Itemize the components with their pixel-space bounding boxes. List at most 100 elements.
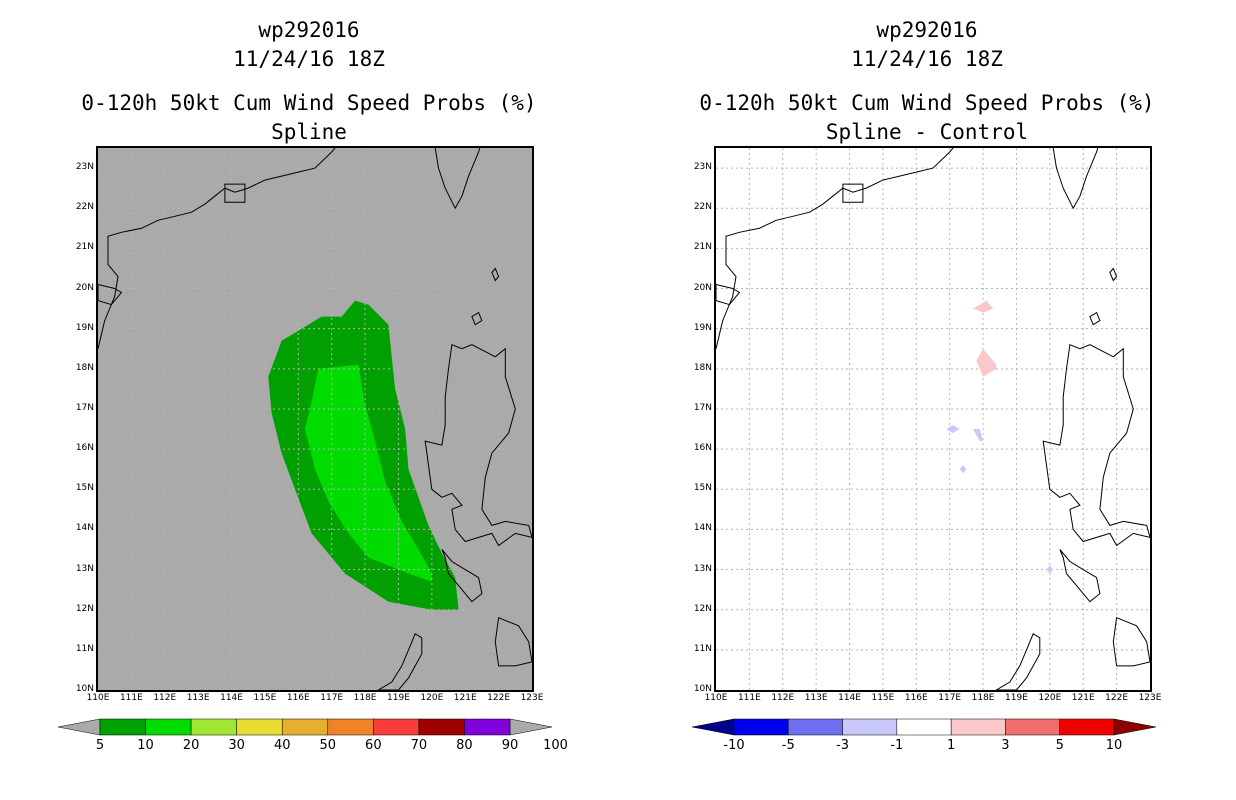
lon-tick-label: 122E <box>1105 693 1129 703</box>
coastline-luzon <box>1042 343 1150 547</box>
coastline-hainan-north-tip <box>716 283 741 306</box>
lon-tick-label: 121E <box>453 693 477 703</box>
colorbar-difference: -10 -5 -3 -1 1 3 5 10 <box>674 716 1174 756</box>
lat-tick-label: 17N <box>693 402 712 413</box>
lon-tick-label: 123E <box>1138 693 1162 703</box>
lat-tick-label: 14N <box>75 523 94 534</box>
colorbar-label: 40 <box>273 738 291 753</box>
map-spline-minus-control <box>714 146 1152 692</box>
lat-tick-label: 18N <box>75 362 94 373</box>
colorbar-label: 60 <box>365 738 382 753</box>
lon-tick-label: 118E <box>971 693 995 703</box>
lat-tick-label: 22N <box>693 202 712 213</box>
lon-tick-label: 114E <box>220 693 243 703</box>
colorbar-label: 80 <box>456 738 473 753</box>
coastline-babuyan <box>1089 311 1101 326</box>
colorbar-swatch <box>236 718 283 736</box>
difference-patch-negative <box>1046 565 1054 574</box>
lat-tick-label: 19N <box>75 322 94 333</box>
colorbar-label: 10 <box>137 738 154 753</box>
difference-patch-positive <box>973 300 994 313</box>
lon-tick-label: 112E <box>771 693 795 703</box>
lon-tick-label: 123E <box>520 693 544 703</box>
lon-tick-label: 110E <box>86 693 110 703</box>
lon-tick-label: 111E <box>737 693 761 703</box>
lat-tick-label: 13N <box>693 563 712 574</box>
lat-tick-label: 12N <box>75 603 94 614</box>
colorbar-swatch <box>145 718 192 736</box>
lat-tick-label: 11N <box>693 643 712 654</box>
difference-patch-negative <box>959 465 967 474</box>
difference-patch-negative <box>946 425 960 434</box>
panel-left: wp292016 11/24/16 18Z 0-120h 50kt Cum Wi… <box>56 18 568 756</box>
coastline-hong-kong-box <box>224 183 246 203</box>
colorbar-swatch <box>733 718 789 736</box>
coastline-taiwan <box>434 148 481 210</box>
colorbar-label: -10 <box>723 738 745 753</box>
lat-tick-label: 15N <box>75 483 94 494</box>
lat-tick-label: 14N <box>693 523 712 534</box>
colorbar-label: -1 <box>890 738 904 753</box>
colorbar-label: 50 <box>319 738 337 753</box>
coastline-palawan <box>995 633 1041 690</box>
panel-title-storm-id: wp292016 <box>876 18 978 42</box>
colorbar-label: 10 <box>1105 738 1123 753</box>
lat-tick-label: 19N <box>693 322 712 333</box>
lat-tick-label: 17N <box>75 402 94 413</box>
map-canvas-spline <box>98 148 532 690</box>
lon-tick-label: 117E <box>320 693 344 703</box>
colorbar-label: -5 <box>781 738 795 753</box>
coastline-batan-islands <box>1109 267 1118 282</box>
lon-tick-label: 119E <box>387 693 410 703</box>
lat-tick-label: 22N <box>75 202 94 213</box>
panel-title-datetime: 11/24/16 18Z <box>233 47 385 71</box>
colorbar-swatch <box>464 718 511 736</box>
lon-tick-label: 113E <box>804 693 828 703</box>
colorbar-spline: 5 10 20 30 40 50 60 70 80 90 100 <box>56 716 568 756</box>
panel-title-method: Spline <box>271 120 347 144</box>
lat-tick-label: 20N <box>693 282 712 293</box>
colorbar-swatch <box>373 718 420 736</box>
lon-tick-label: 114E <box>838 693 861 703</box>
lat-tick-label: 15N <box>693 483 712 494</box>
coastline-palawan <box>377 633 423 690</box>
colorbar-label: 5 <box>95 738 105 753</box>
colorbar-label: 30 <box>228 738 245 753</box>
map-spline <box>96 146 534 692</box>
lat-tick-label: 10N <box>75 684 94 694</box>
lon-tick-label: 118E <box>353 693 377 703</box>
colorbar-label: -3 <box>836 738 850 753</box>
lat-tick-label: 16N <box>693 443 712 454</box>
colorbar-label: 100 <box>543 738 568 753</box>
coastline-batan-islands <box>491 267 500 282</box>
lon-tick-label: 116E <box>904 693 928 703</box>
colorbar-swatches-difference <box>691 718 1157 736</box>
colorbar-swatch <box>99 718 146 736</box>
panel-title-datetime: 11/24/16 18Z <box>851 47 1003 71</box>
colorbar-label: 3 <box>1001 738 1010 753</box>
colorbar-swatch <box>1005 718 1060 736</box>
difference-patch-negative <box>973 429 984 442</box>
coastline-luzon <box>424 343 532 547</box>
lat-tick-label: 13N <box>75 563 94 574</box>
colorbar-label: 70 <box>410 738 428 753</box>
lon-tick-label: 112E <box>153 693 177 703</box>
lat-tick-label: 23N <box>693 162 712 173</box>
lat-tick-label: 18N <box>693 362 712 373</box>
colorbar-swatch <box>190 718 237 736</box>
lon-tick-label: 110E <box>704 693 728 703</box>
panel-title-product: 0-120h 50kt Cum Wind Speed Probs (%) <box>81 91 537 115</box>
lat-tick-label: 20N <box>75 282 94 293</box>
coastline-mindoro <box>1059 549 1101 603</box>
colorbar-swatch <box>842 718 898 736</box>
prob-contour-10-20 <box>305 364 432 582</box>
lon-tick-label: 113E <box>186 693 210 703</box>
lon-tick-label: 122E <box>487 693 511 703</box>
colorbar-label: 90 <box>501 738 519 753</box>
lat-tick-label: 21N <box>75 242 94 253</box>
coastline-china <box>98 148 336 349</box>
lat-tick-label: 12N <box>693 603 712 614</box>
lat-tick-label: 21N <box>693 242 712 253</box>
lon-tick-label: 119E <box>1005 693 1028 703</box>
difference-patch-positive <box>976 348 997 377</box>
